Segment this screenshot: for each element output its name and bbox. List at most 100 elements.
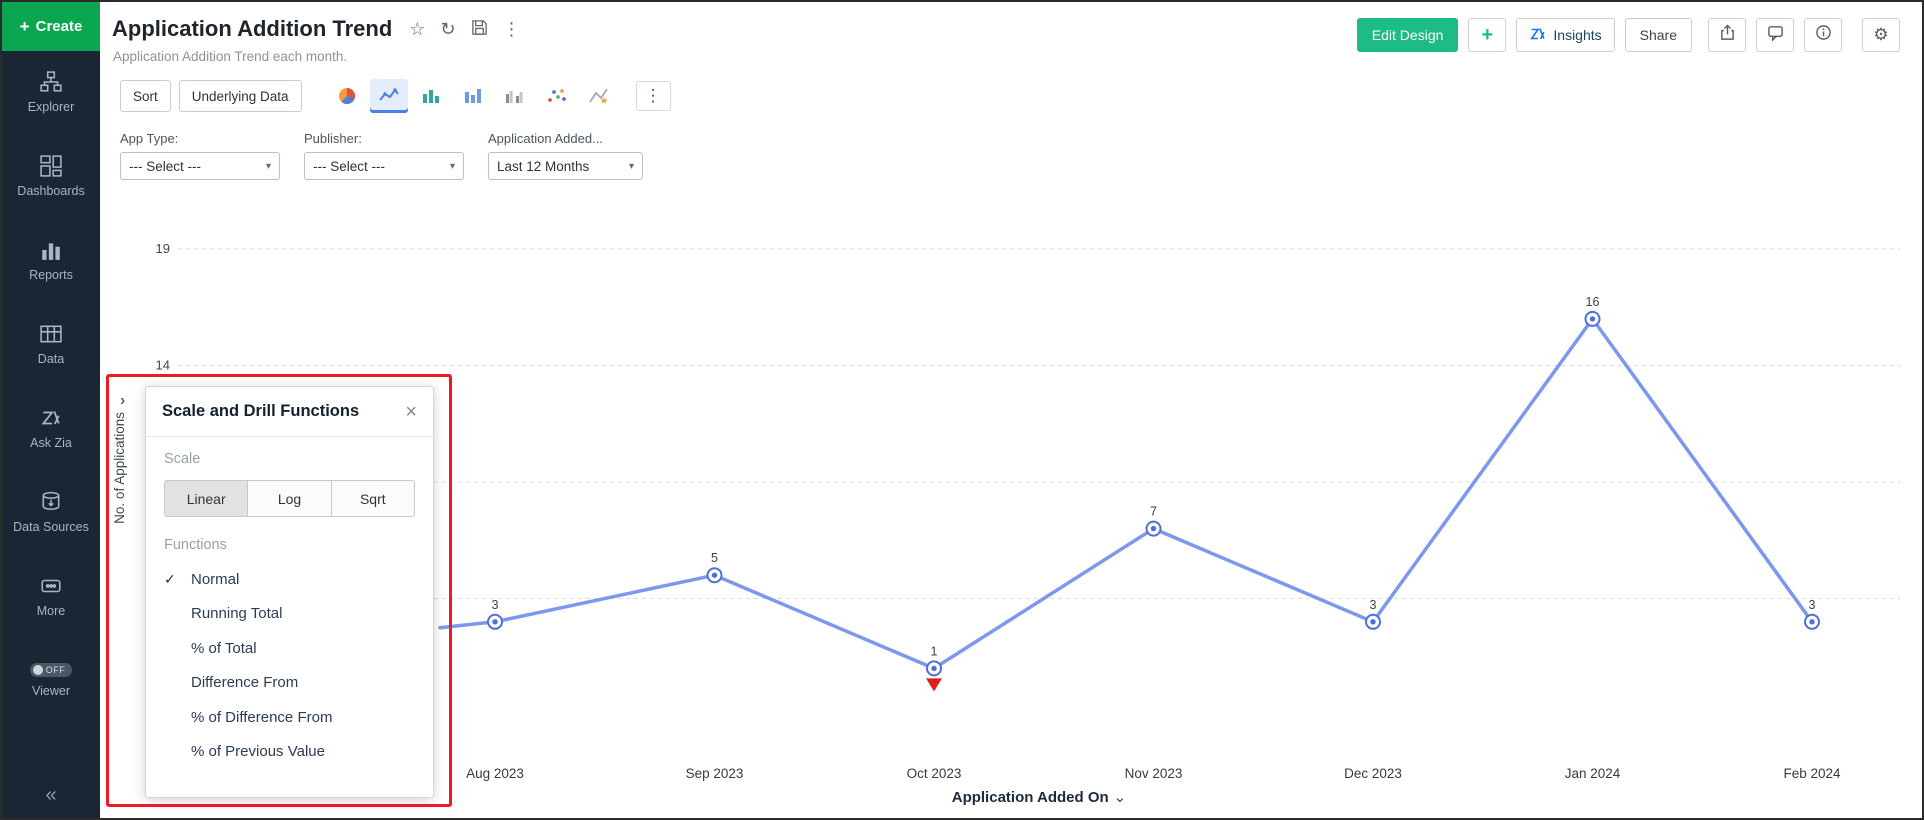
x-axis-title[interactable]: Application Added On ⌄: [178, 788, 1900, 806]
function-option-running-total[interactable]: Running Total: [191, 605, 283, 623]
check-icon: ✓: [164, 570, 176, 587]
underlying-data-button[interactable]: Underlying Data: [178, 80, 302, 112]
scale-segmented-control: Linear Log Sqrt: [164, 480, 415, 517]
scale-option-log[interactable]: Log: [247, 480, 332, 517]
function-option-difference-from[interactable]: Difference From: [191, 674, 299, 692]
chart-toolbar: Sort Underlying Data: [100, 64, 1922, 113]
function-option-percent-of-difference-from[interactable]: % of Difference From: [191, 708, 333, 726]
sidebar-item-label: Reports: [29, 268, 73, 283]
sidebar-item-label: Viewer: [32, 684, 70, 699]
chart-type-pie[interactable]: [328, 79, 366, 113]
caret-down-icon: ▾: [265, 160, 271, 172]
sidebar-item-more[interactable]: More: [2, 555, 100, 639]
x-axis-title-label: Application Added On: [951, 789, 1109, 806]
function-option-percent-of-total[interactable]: % of Total: [191, 639, 257, 657]
info-icon: [1815, 24, 1832, 46]
header: Application Addition Trend ☆ ↻ ⋮ Applica…: [100, 2, 1922, 64]
selected-value: --- Select ---: [313, 158, 385, 174]
info-button[interactable]: [1804, 18, 1842, 52]
sidebar-item-dashboards[interactable]: Dashboards: [2, 135, 100, 219]
filter-app-type: App Type: --- Select --- ▾: [120, 131, 280, 180]
toggle-state-label: OFF: [45, 665, 66, 676]
main-content: Application Addition Trend ☆ ↻ ⋮ Applica…: [100, 2, 1922, 818]
filter-publisher: Publisher: --- Select --- ▾: [304, 131, 464, 180]
add-new-button[interactable]: +: [1468, 18, 1507, 52]
reports-icon: [40, 239, 62, 261]
sidebar-item-viewer[interactable]: OFF Viewer: [2, 639, 100, 723]
chart-type-bar[interactable]: [412, 79, 450, 113]
chart-type-grouped-bar[interactable]: [496, 79, 534, 113]
settings-button[interactable]: ⚙: [1862, 18, 1900, 52]
sidebar-item-label: Data Sources: [13, 520, 89, 535]
share-button[interactable]: Share: [1624, 18, 1692, 52]
comments-button[interactable]: [1756, 18, 1794, 52]
page-subtitle: Application Addition Trend each month.: [113, 49, 348, 64]
sidebar-item-label: Dashboards: [17, 184, 85, 199]
scale-section-label: Scale: [164, 451, 201, 467]
scale-option-sqrt[interactable]: Sqrt: [330, 480, 415, 517]
app-type-select[interactable]: --- Select --- ▾: [120, 152, 280, 180]
zia-icon: [1529, 25, 1547, 46]
chart-type-column[interactable]: [454, 79, 492, 113]
function-option-normal[interactable]: ✓ Normal: [164, 570, 240, 588]
chart-type-scatter[interactable]: [538, 79, 576, 113]
edit-design-button[interactable]: Edit Design: [1356, 18, 1459, 52]
data-sources-icon: [40, 491, 62, 513]
chart-type-line[interactable]: [369, 79, 408, 113]
toolbar-kebab-menu[interactable]: ⋮: [635, 81, 671, 111]
functions-list: ✓ Normal Running Total % of Total Differ…: [164, 562, 415, 769]
toggle-dot: [32, 665, 43, 676]
insights-label: Insights: [1553, 27, 1602, 43]
sidebar-item-label: Data: [37, 352, 65, 367]
chart-type-combo[interactable]: [580, 79, 618, 113]
selected-value: Last 12 Months: [497, 158, 590, 174]
sidebar-collapse-button[interactable]: «: [2, 772, 100, 818]
sidebar-item-explorer[interactable]: Explorer: [2, 51, 100, 135]
sidebar-item-label: More: [36, 604, 66, 619]
popup-title: Scale and Drill Functions: [162, 402, 360, 420]
ask-zia-icon: [40, 407, 62, 429]
functions-section-label: Functions: [164, 537, 227, 553]
filters-bar: App Type: --- Select --- ▾ Publisher: --…: [100, 113, 1922, 180]
filter-application-added: Application Added... Last 12 Months ▾: [488, 131, 643, 180]
title-kebab-menu-icon[interactable]: ⋮: [502, 19, 521, 39]
caret-down-icon: ▾: [628, 160, 634, 172]
axis-expand-chevron[interactable]: ›: [120, 392, 126, 409]
export-button[interactable]: [1708, 18, 1746, 52]
comment-icon: [1767, 24, 1784, 46]
sidebar-item-label: Ask Zia: [30, 436, 72, 451]
sidebar-item-data-sources[interactable]: Data Sources: [2, 471, 100, 555]
popup-header: Scale and Drill Functions ×: [146, 387, 433, 437]
plus-icon: +: [19, 16, 30, 36]
chart-type-switcher: [328, 79, 618, 113]
header-actions: Edit Design + Insights Share: [1356, 18, 1900, 52]
close-icon[interactable]: ×: [405, 400, 417, 423]
plus-icon: +: [1481, 23, 1494, 46]
application-added-select[interactable]: Last 12 Months ▾: [488, 152, 643, 180]
scale-option-linear[interactable]: Linear: [164, 480, 249, 517]
gear-icon: ⚙: [1873, 25, 1889, 44]
save-icon[interactable]: [471, 19, 488, 39]
insights-button[interactable]: Insights: [1516, 18, 1615, 52]
sidebar-item-ask-zia[interactable]: Ask Zia: [2, 387, 100, 471]
publisher-select[interactable]: --- Select --- ▾: [304, 152, 464, 180]
more-icon: [40, 575, 62, 597]
create-button[interactable]: + Create: [2, 2, 100, 51]
create-label: Create: [35, 18, 83, 35]
filter-label: Application Added...: [488, 131, 603, 146]
viewer-off-toggle[interactable]: OFF: [29, 663, 73, 678]
sidebar-item-reports[interactable]: Reports: [2, 219, 100, 303]
dashboards-icon: [40, 155, 62, 177]
page-title: Application Addition Trend: [112, 16, 393, 41]
function-option-percent-of-previous-value[interactable]: % of Previous Value: [191, 743, 325, 761]
refresh-icon[interactable]: ↻: [440, 19, 456, 39]
sort-button[interactable]: Sort: [120, 80, 171, 112]
collapse-icon: «: [45, 783, 57, 806]
scale-drill-popup: Scale and Drill Functions × Scale Linear…: [145, 386, 434, 798]
sidebar-item-label: Explorer: [27, 100, 75, 115]
explorer-icon: [40, 71, 62, 93]
favorite-star-icon[interactable]: ☆: [409, 19, 426, 39]
sidebar: + Create Explorer Dashboards Reports: [2, 2, 100, 818]
sidebar-item-data[interactable]: Data: [2, 303, 100, 387]
export-icon: [1719, 24, 1736, 46]
